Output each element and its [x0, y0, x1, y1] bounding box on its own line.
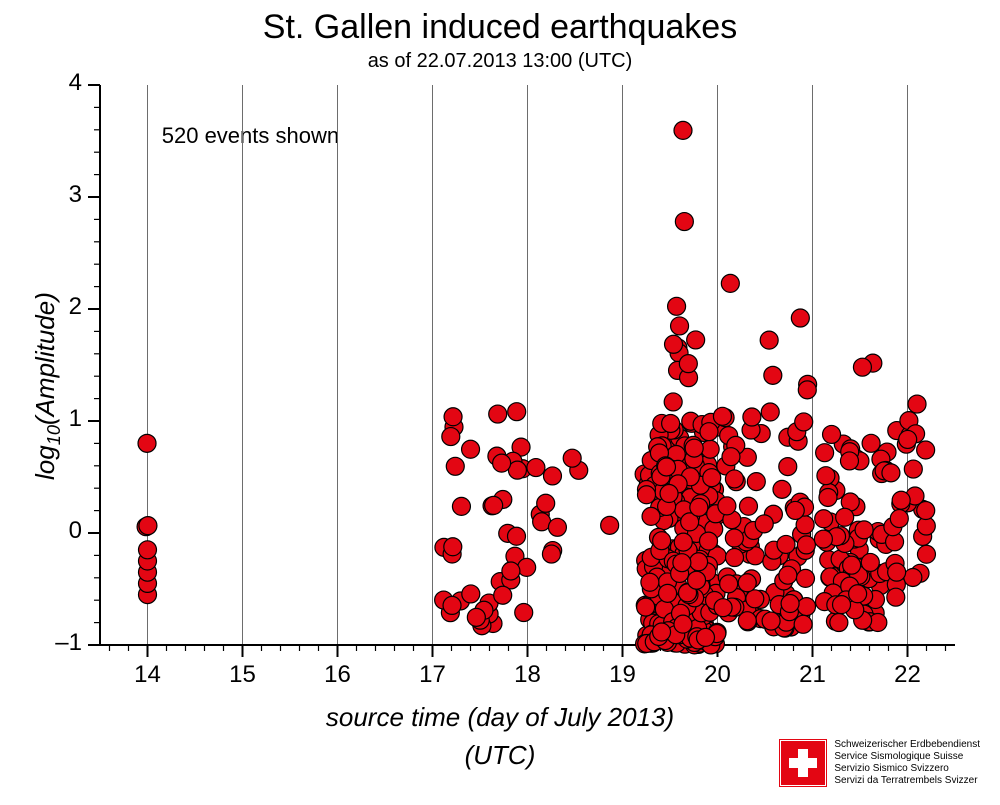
- x-tick-label: 19: [598, 661, 648, 689]
- footer-line: Servizi da Terratrembels Svizzer: [834, 775, 980, 787]
- footer-line: Schweizerischer Erdbebendienst: [834, 739, 980, 751]
- footer-org-text: Schweizerischer Erdbebendienst Service S…: [834, 739, 980, 787]
- footer-line: Servizio Sismico Svizzero: [834, 763, 980, 775]
- footer-line: Service Sismologique Suisse: [834, 751, 980, 763]
- scatter-points: [137, 121, 935, 654]
- x-tick-label: 22: [883, 661, 933, 689]
- y-tick-label: 2: [42, 293, 82, 321]
- x-tick-label: 18: [503, 661, 553, 689]
- y-tick-label: 4: [42, 69, 82, 97]
- y-tick-label: 0: [42, 517, 82, 545]
- swiss-flag-icon: [780, 740, 826, 786]
- x-tick-label: 15: [218, 661, 268, 689]
- y-tick-label: 3: [42, 181, 82, 209]
- x-tick-label: 20: [693, 661, 743, 689]
- x-tick-label: 21: [788, 661, 838, 689]
- x-tick-label: 17: [408, 661, 458, 689]
- footer-attribution: Schweizerischer Erdbebendienst Service S…: [780, 739, 980, 787]
- x-tick-label: 16: [313, 661, 363, 689]
- y-tick-label: –1: [42, 629, 82, 657]
- y-tick-label: 1: [42, 405, 82, 433]
- x-tick-label: 14: [123, 661, 173, 689]
